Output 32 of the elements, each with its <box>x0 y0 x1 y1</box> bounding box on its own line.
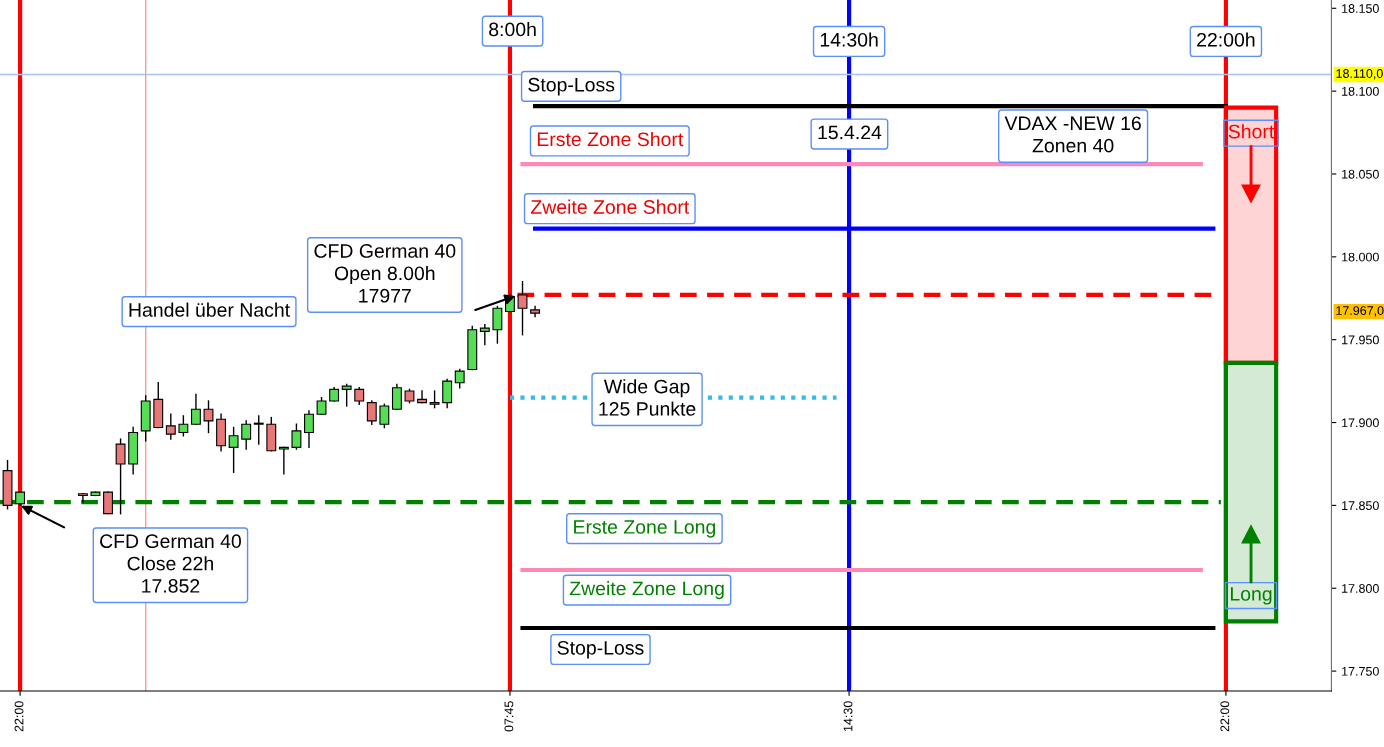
series-label: Long <box>1230 587 1272 605</box>
x-tick-label: 07:45 <box>504 701 514 732</box>
annotation: 8:00h <box>489 22 536 37</box>
annotation: VDAX -NEW 16 Zonen 40 <box>1004 116 1141 153</box>
annotation: Handel über Nacht <box>129 302 290 317</box>
text: 17.967,0 <box>1336 306 1384 317</box>
annotation: Zweite Zone Long <box>569 581 724 600</box>
annotation: Erste Zone Long <box>574 520 716 538</box>
series-label: Short <box>1228 124 1275 139</box>
y-tick-label: 18.050 <box>1342 169 1379 179</box>
y-tick-label: 17.850 <box>1342 501 1379 511</box>
y-tick-label: 18.100 <box>1342 86 1379 96</box>
annotation: Erste Zone Short <box>537 131 684 147</box>
y-tick-label: 17.900 <box>1342 418 1379 428</box>
ref-line-label: 22:00h <box>1197 32 1255 47</box>
annotation: Stop-Loss <box>528 77 615 96</box>
annotation: CFD German 40 Close 22h 17.852 <box>100 534 241 593</box>
y-tick-label: 17.800 <box>1342 584 1379 593</box>
annotation: Zweite Zone Short <box>530 199 690 214</box>
ref-line-label: 14:30h <box>820 32 878 47</box>
annotation: CFD German 40 Open 8.00h 17977 <box>314 244 456 303</box>
x-tick-label: 14:30 <box>843 701 853 732</box>
y-tick-label: 17.750 <box>1342 666 1379 676</box>
y-tick-label: 18.000 <box>1342 252 1379 262</box>
ref-line-label: 18.110,0 <box>1336 69 1383 80</box>
y-tick-label: 17.950 <box>1342 335 1379 345</box>
y-tick-label: 18.150 <box>1342 4 1379 13</box>
x-tick-label: 22:00 <box>14 701 24 732</box>
annotation: Stop-Loss <box>557 640 644 659</box>
x-tick-label: 22:00 <box>1220 701 1230 732</box>
annotation: Wide Gap 125 Punkte <box>599 379 696 416</box>
annotation: 15.4.24 <box>818 125 882 140</box>
